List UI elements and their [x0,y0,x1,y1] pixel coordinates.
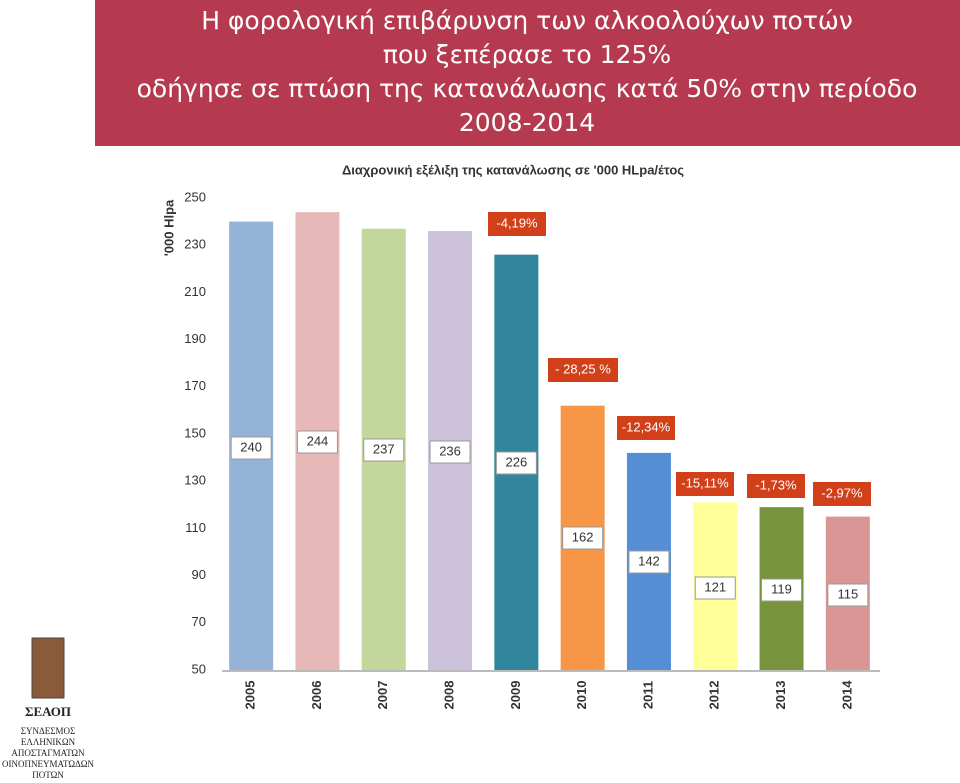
annotation-box [488,212,546,236]
y-tick-label: 210 [184,284,206,299]
value-label-box [628,550,670,574]
header-banner [95,0,960,146]
x-tick-label: 2005 [243,681,258,710]
annotation: -12,34% [622,419,671,434]
value-label: 162 [572,529,594,544]
y-tick-label: 50 [192,661,206,676]
x-tick-label: 2013 [773,681,788,710]
value-label-box [363,438,405,462]
y-tick-label: 170 [184,378,206,393]
logo-emblem [31,637,65,699]
header-title: 2008-2014 [459,108,595,137]
y-tick-label: 110 [185,520,206,535]
header-title: Η φορολογική επιβάρυνση των αλκοολούχων … [201,6,853,35]
x-tick-label: 2008 [441,681,456,710]
value-label-box [230,436,272,460]
annotation: -2,97% [821,485,863,500]
x-tick-label: 2006 [309,681,324,710]
value-label: 226 [505,454,527,469]
value-label-box [761,578,803,602]
annotation: -1,73% [755,477,797,492]
annotation-box [617,416,675,440]
annotation: -15,11% [681,475,729,490]
value-label: 236 [439,443,461,458]
x-tick-label: 2009 [508,681,523,710]
annotation-box [548,358,618,382]
x-tick-label: 2011 [640,681,655,709]
y-tick-label: 190 [184,331,206,346]
value-label: 115 [837,586,858,601]
annotation: - 28,25 % [555,361,611,376]
value-label-box [562,526,604,550]
annotation-box [676,472,734,496]
x-tick-label: 2014 [839,680,854,710]
value-label-box [296,430,338,454]
chart-title: Διαχρονική εξέλιξη της κατανάλωσης σε '0… [342,162,684,177]
logo-text: ΟΙΝΟΠΝΕΥΜΑΤΩΔΩΝ [2,759,95,769]
value-label: 119 [771,581,792,596]
annotation-box [813,482,871,506]
x-tick-label: 2010 [574,681,589,710]
value-label: 237 [373,441,395,456]
logo-text: ΠΟΤΩΝ [32,770,64,780]
y-tick-label: 230 [184,237,206,252]
value-label: 121 [704,579,726,594]
x-tick-label: 2007 [375,681,390,710]
header-title: οδήγησε σε πτώση της κατανάλωσης κατά 50… [137,74,918,103]
logo-name: ΣΕΑΟΠ [25,704,71,719]
y-tick-label: 130 [184,473,206,488]
value-label: 244 [307,433,329,448]
value-label-box [495,451,537,475]
y-tick-label: 70 [192,614,206,629]
logo-text: ΕΛΛΗΝΙΚΩΝ [21,737,76,747]
y-tick-label: 150 [184,425,206,440]
annotation-box [747,474,805,498]
value-label-box [827,583,869,607]
value-label: 240 [240,439,262,454]
header-title: που ξεπέρασε το 125% [383,40,671,69]
annotation: -4,19% [496,215,538,230]
y-axis-label: '000 Hlpa [161,199,176,256]
logo-text: ΑΠΟΣΤΑΓΜΑΤΩΝ [11,748,85,758]
y-tick-label: 90 [192,567,206,582]
x-tick-label: 2012 [707,681,722,710]
logo-text: ΣΥΝΔΕΣΜΟΣ [21,726,76,736]
y-tick-label: 250 [184,189,206,204]
value-label-box [694,576,736,600]
value-label: 142 [638,553,660,568]
value-label-box [429,440,471,464]
